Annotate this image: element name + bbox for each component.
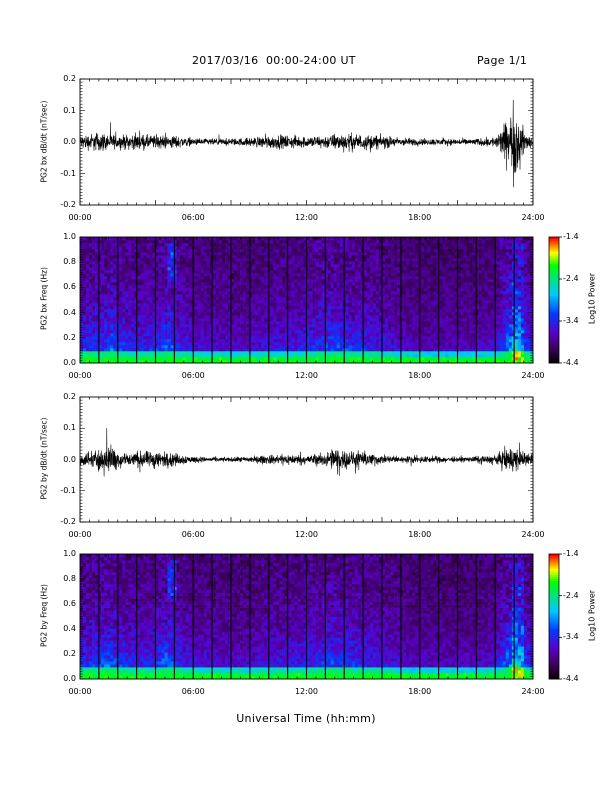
y-tick-label: 1.0: [63, 549, 76, 558]
y-tick-label: -0.2: [60, 200, 76, 209]
colorbar-tick-label: -3.4: [563, 632, 579, 642]
x-tick-label: 06:00: [181, 687, 205, 696]
page-number: Page 1/1: [477, 54, 528, 67]
x-tick-label: 12:00: [294, 530, 319, 539]
y-tick-label: 0.6: [63, 599, 76, 608]
y-tick-label: 1.0: [63, 232, 76, 241]
x-tick-label: 12:00: [294, 371, 319, 380]
x-tick-label: 00:00: [68, 371, 92, 380]
x-tick-label: 12:00: [294, 213, 319, 222]
x-tick-label: 06:00: [181, 213, 205, 222]
panel1-line: [79, 99, 534, 188]
y-tick-label: 0.6: [63, 282, 76, 292]
panel2-heatmap: [80, 237, 534, 364]
y-tick-label: -0.1: [60, 485, 76, 495]
x-tick-label: 00:00: [68, 213, 92, 222]
x-tick-label: 00:00: [68, 530, 92, 539]
y-tick-label: 0.4: [63, 624, 76, 633]
panel4-colorbar-label: Log10 Power: [587, 589, 597, 642]
colorbar-tick-label: -4.4: [563, 674, 579, 683]
x-tick-label: 18:00: [408, 530, 432, 539]
y-tick-label: 0.0: [63, 674, 76, 683]
colorbar-tick-label: -1.4: [563, 232, 579, 241]
y-tick-label: 0.2: [63, 392, 76, 401]
y-tick-label: 0.1: [63, 105, 76, 115]
colorbar-tick-label: -2.4: [563, 590, 579, 600]
y-tick-label: 0.0: [63, 137, 76, 146]
y-tick-label: 0.4: [63, 307, 76, 317]
x-tick-label: 06:00: [181, 530, 205, 539]
x-tick-label: 24:00: [521, 687, 545, 696]
panel1-trace: [79, 99, 534, 188]
panel3-line: [79, 428, 534, 477]
y-tick-label: 0.2: [63, 74, 76, 83]
colorbar-tick-label: -4.4: [563, 358, 579, 367]
x-tick-label: 00:00: [68, 687, 92, 696]
colorbar-tick-label: -2.4: [563, 274, 579, 283]
y-tick-label: -0.2: [60, 517, 76, 526]
y-tick-label: 0.8: [63, 574, 76, 583]
x-tick-label: 06:00: [181, 371, 205, 380]
colorbar-tick-label: -1.4: [563, 549, 579, 558]
x-tick-label: 18:00: [408, 213, 432, 222]
y-tick-label: 0.0: [63, 454, 76, 464]
x-tick-label: 24:00: [521, 530, 545, 539]
y-tick-label: 0.1: [63, 423, 76, 433]
y-tick-label: -0.1: [60, 168, 76, 178]
x-tick-label: 18:00: [408, 371, 432, 380]
panel4-colorbar: [548, 553, 562, 680]
x-tick-label: 18:00: [408, 687, 432, 696]
y-tick-label: 0.0: [63, 358, 76, 367]
panel2-colorbar-label: Log10 Power: [587, 272, 597, 325]
x-axis-title: Universal Time (hh:mm): [236, 712, 376, 725]
panel4-heatmap: [80, 554, 534, 680]
date-range-title: 2017/03/16 00:00-24:00 UT: [192, 54, 356, 67]
y-tick-label: 0.8: [63, 257, 76, 267]
x-tick-label: 24:00: [521, 371, 545, 380]
colorbar-tick-label: -3.4: [563, 316, 579, 325]
y-tick-label: 0.2: [63, 649, 76, 658]
y-tick-label: 0.2: [63, 332, 76, 342]
x-tick-label: 24:00: [521, 213, 545, 222]
panel2-colorbar: [548, 236, 562, 364]
panel3-trace: [79, 428, 534, 477]
x-tick-label: 12:00: [294, 687, 319, 696]
